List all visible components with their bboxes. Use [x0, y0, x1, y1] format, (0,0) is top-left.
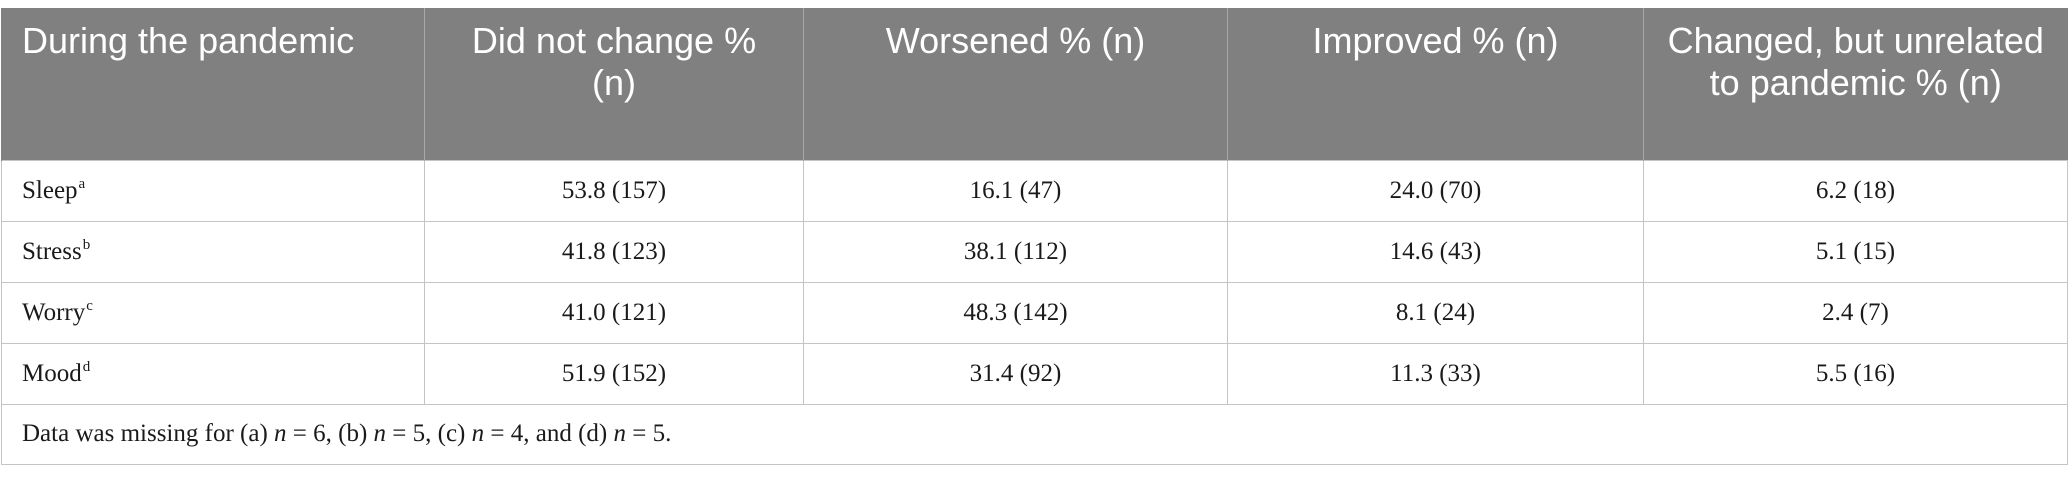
footnote-cell: Data was missing for (a) n = 6, (b) n = … — [1, 403, 2068, 465]
table-cell: 41.0 (121) — [424, 281, 804, 344]
footnote-n-variable: n — [471, 420, 485, 447]
footnote-n-variable: n — [274, 420, 287, 447]
pandemic-change-table: During the pandemic Did not change % (n)… — [1, 8, 2068, 465]
footnote-row: Data was missing for (a) n = 6, (b) n = … — [1, 403, 2068, 465]
table-body: Sleepa 53.8 (157) 16.1 (47) 24.0 (70) 6.… — [1, 159, 2068, 405]
table-cell: 41.8 (123) — [424, 220, 804, 283]
row-label-cell: Stressb — [1, 220, 425, 283]
table-row: Sleepa 53.8 (157) 16.1 (47) 24.0 (70) 6.… — [1, 159, 2068, 222]
header-cell-during-pandemic: During the pandemic — [1, 8, 425, 160]
table-row: Moodd 51.9 (152) 31.4 (92) 11.3 (33) 5.5… — [1, 342, 2068, 405]
table-footer: Data was missing for (a) n = 6, (b) n = … — [1, 403, 2068, 465]
table-cell: 11.3 (33) — [1227, 342, 1644, 405]
footnote-text: = 6, (b) — [286, 420, 374, 447]
row-footnote-marker: b — [82, 237, 91, 254]
row-label-cell: Worryc — [1, 281, 425, 344]
table-cell: 24.0 (70) — [1227, 159, 1644, 222]
table-cell: 5.5 (16) — [1643, 342, 2068, 405]
header-cell-improved: Improved % (n) — [1227, 8, 1644, 160]
table-header: During the pandemic Did not change % (n)… — [1, 8, 2068, 160]
row-label-cell: Moodd — [1, 342, 425, 405]
table-cell: 14.6 (43) — [1227, 220, 1644, 283]
row-label: Worry — [22, 298, 86, 326]
row-label: Stress — [22, 237, 82, 265]
table-cell: 8.1 (24) — [1227, 281, 1644, 344]
header-cell-changed-unrelated: Changed, but unrelated to pandemic % (n) — [1643, 8, 2068, 160]
header-cell-did-not-change: Did not change % (n) — [424, 8, 804, 160]
footnote-text: = 5. — [625, 420, 672, 447]
table-cell: 31.4 (92) — [803, 342, 1228, 405]
table-cell: 5.1 (15) — [1643, 220, 2068, 283]
table-cell: 6.2 (18) — [1643, 159, 2068, 222]
header-row: During the pandemic Did not change % (n)… — [1, 8, 2068, 160]
row-label-cell: Sleepa — [1, 159, 425, 222]
table-cell: 51.9 (152) — [424, 342, 804, 405]
table-cell: 38.1 (112) — [803, 220, 1228, 283]
row-footnote-marker: a — [78, 176, 86, 193]
footnote-text: = 5, (c) — [386, 420, 472, 447]
header-cell-worsened: Worsened % (n) — [803, 8, 1228, 160]
table-cell: 48.3 (142) — [803, 281, 1228, 344]
data-table-container: During the pandemic Did not change % (n)… — [0, 8, 2068, 465]
table-cell: 2.4 (7) — [1643, 281, 2068, 344]
table-cell: 53.8 (157) — [424, 159, 804, 222]
row-label: Mood — [22, 359, 82, 387]
footnote-n-variable: n — [613, 420, 626, 447]
table-row: Stressb 41.8 (123) 38.1 (112) 14.6 (43) … — [1, 220, 2068, 283]
footnote-n-variable: n — [373, 420, 387, 447]
table-cell: 16.1 (47) — [803, 159, 1228, 222]
row-footnote-marker: c — [86, 298, 93, 315]
footnote-text: Data was missing for (a) — [22, 420, 275, 447]
row-label: Sleep — [22, 176, 78, 204]
row-footnote-marker: d — [82, 359, 91, 376]
footnote-text: = 4, and (d) — [484, 420, 614, 447]
table-row: Worryc 41.0 (121) 48.3 (142) 8.1 (24) 2.… — [1, 281, 2068, 344]
